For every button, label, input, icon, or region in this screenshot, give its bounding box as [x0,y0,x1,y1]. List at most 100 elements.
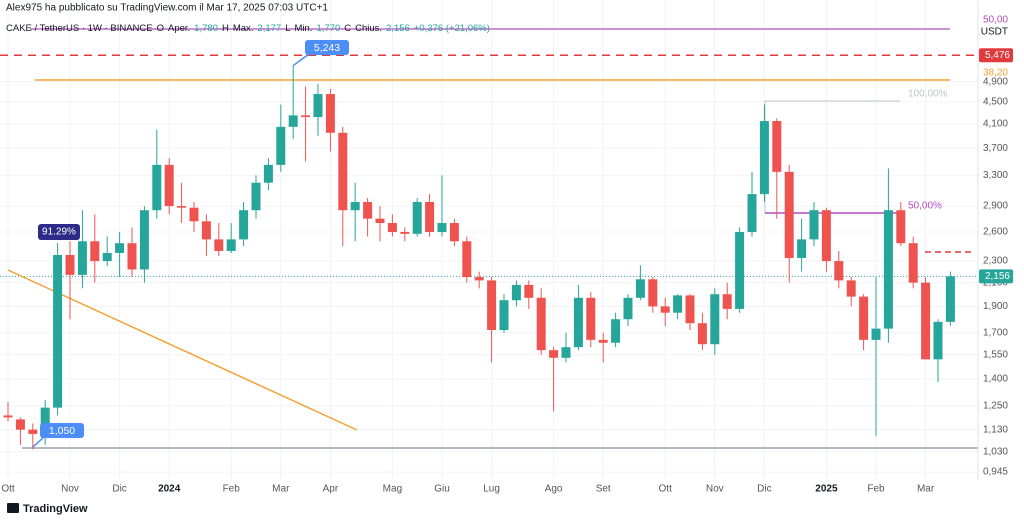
x-tick-label: 2024 [158,484,181,495]
legend-item: Chius. [355,23,382,34]
candle-body [573,297,583,348]
legend-item: Aper. [168,23,190,34]
candle-body [871,328,881,340]
y-tick-label: 4,100 [983,119,1008,130]
candle-body [15,419,25,430]
x-tick-label: Mar [917,484,935,495]
candle-body [449,223,459,242]
x-tick-label: Set [596,484,611,495]
legend-item: CAKE / TetherUS · 1W · BINANCE [6,23,153,34]
candle-body [164,164,174,207]
candle-body [784,171,794,258]
candle-body [276,126,286,165]
logo-mark [7,503,19,513]
x-tick-label: Ago [545,484,563,495]
candle-body [623,297,633,320]
y-tick-label: 3,300 [983,170,1008,181]
y-tick-label: 2,600 [983,227,1008,238]
candle-body [214,239,224,251]
candle-body [697,323,707,345]
x-tick-label: Lug [483,484,500,495]
x-tick-label: Nov [61,484,79,495]
candle-body [921,282,931,360]
change-box [38,224,80,240]
candle-body [425,202,435,232]
candle-body [338,132,348,211]
candle-body [772,121,782,172]
candle-body [834,261,844,281]
currency: USDT [981,27,1008,38]
candle-body [239,210,249,240]
y-tick-label: 1,700 [983,327,1008,338]
legend-item: 1,770 [316,23,340,34]
candle-body [65,254,75,275]
candle-body [40,407,50,432]
y-tick-label: 2,300 [983,256,1008,267]
candle-body [635,279,645,298]
candle-body [883,210,893,329]
candle-body [301,115,311,118]
legend-item: 2,177 [257,23,281,34]
candle-body [549,350,559,358]
trend-line [7,269,358,431]
x-tick-label: Feb [867,484,885,495]
price-tag [979,269,1013,284]
symbol-legend: CAKE / TetherUS · 1W · BINANCE O Aper. 1,78… [6,23,490,34]
legend-item: C [344,23,351,34]
candle-body [499,300,509,331]
candle-body [896,210,906,244]
candle-body [263,164,273,183]
candle-body [685,295,695,324]
y-tick-label: 4,500 [983,96,1008,107]
legend-item: Max. [233,23,254,34]
y-tick-label: 1,550 [983,349,1008,360]
candle-body [735,231,745,309]
candle-body [152,164,162,211]
candle-body [474,277,484,281]
legend-item: L [285,23,290,34]
candle-body [660,306,670,313]
candle-body [821,210,831,262]
grid [0,0,978,480]
candle-body [598,339,608,343]
candle-body [511,284,521,301]
legend-item: Min. [295,23,313,34]
callout-label: 1,050 [49,425,75,437]
candle-body [611,319,621,343]
candle-body [139,210,149,270]
candle-body [115,243,125,253]
candle-body [561,347,571,358]
candle-body [251,182,261,211]
x-tick-label: Mar [272,484,290,495]
candle-body [648,279,658,307]
candle-body [759,121,769,195]
x-tick-label: Ott [659,484,673,495]
legend-item: O [157,23,164,34]
callout-pointer [32,436,45,448]
candle-body [437,223,447,232]
callout-pointer [292,53,310,67]
candle-body [177,206,187,208]
candle-body [536,297,546,351]
candle-body [127,243,137,270]
x-tick-label: Dic [112,484,126,495]
footer-logo: TradingView [7,503,88,515]
candle-body [201,221,211,240]
y-tick-label: 1,130 [983,424,1008,435]
y-tick-label: 1,030 [983,446,1008,457]
candle-body [313,94,323,118]
author: Alex975 ha pubblicato su TradingView.com… [6,3,328,14]
candle-body [722,294,732,309]
candle-body [859,296,869,340]
legend-item: 2,156 [386,23,410,34]
candle-body [53,254,63,408]
x-tick-label: Apr [323,484,339,495]
y-tick-label: 0,945 [983,467,1008,478]
candle-body [325,94,335,133]
candle-body [487,280,497,331]
fib-label: 38,20 [983,68,1008,79]
y-tick-label: 1,250 [983,400,1008,411]
candle-body [350,202,360,211]
